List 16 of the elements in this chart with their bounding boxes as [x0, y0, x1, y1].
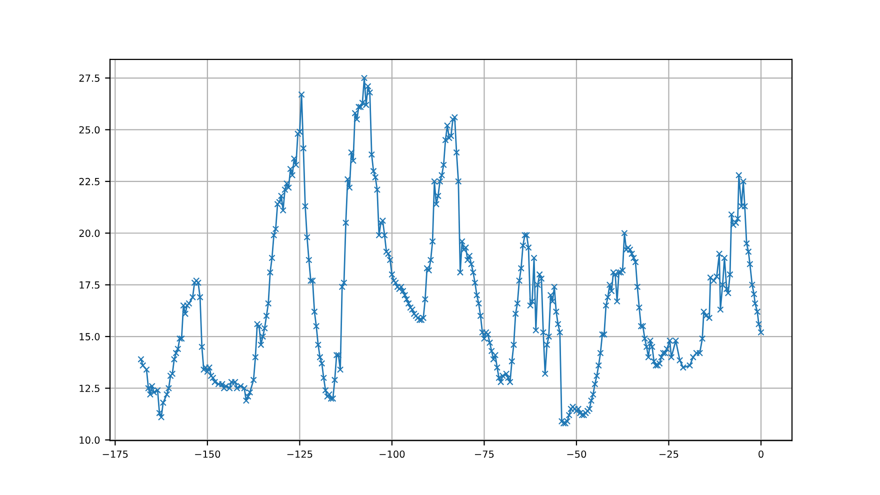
y-tick-label: 12.5: [80, 384, 100, 392]
x-tick-label: −100: [380, 450, 405, 458]
x-tick-label: 0: [758, 450, 764, 458]
x-tick-label: −50: [567, 450, 586, 458]
y-tick-label: 22.5: [79, 178, 100, 186]
x-tick-label: −125: [287, 450, 312, 458]
x-tick-label: −150: [195, 450, 220, 458]
y-tick-label: 10.0: [80, 436, 100, 444]
y-tick-label: 25.0: [79, 126, 100, 134]
y-tick-label: 20.0: [79, 230, 100, 237]
x-tick-label: −175: [102, 450, 128, 458]
y-tick-label: 15.0: [80, 333, 100, 340]
y-tick-label: 27.5: [79, 74, 100, 82]
x-tick-label: −25: [660, 450, 678, 458]
y-tick-label: 17.5: [80, 281, 100, 289]
x-tick-label: −75: [474, 450, 494, 458]
